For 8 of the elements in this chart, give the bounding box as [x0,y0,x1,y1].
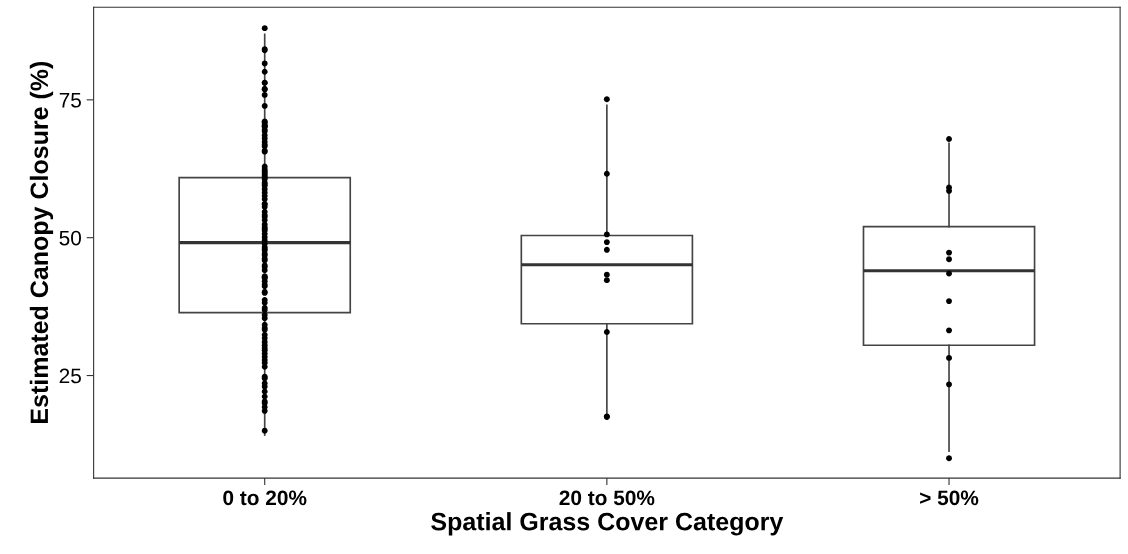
x-tick-label: 0 to 20% [223,490,307,506]
y-tick-label: 75 [59,93,81,108]
y-tick-label: 50 [59,230,82,246]
y-axis-title: Estimated Canopy Closure (%) [29,61,54,423]
x-axis-title: Spatial Grass Cover Category [431,512,784,536]
y-tick-label: 25 [59,368,81,384]
x-tick-label: > 50% [920,490,979,506]
x-tick-label: 20 to 50% [559,490,655,506]
